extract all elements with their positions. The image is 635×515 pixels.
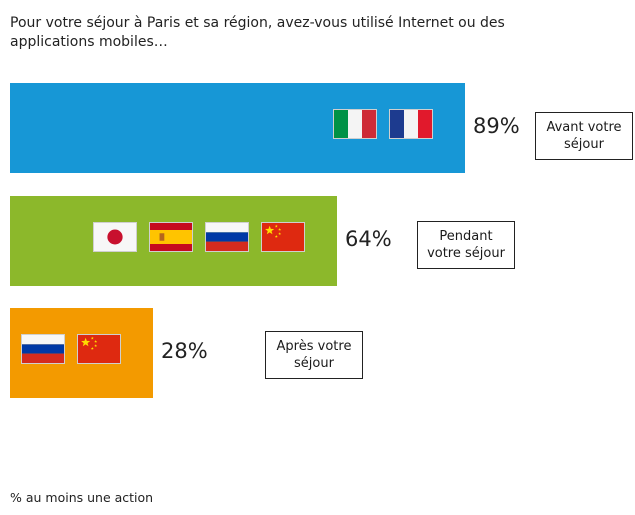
italy-flag-icon bbox=[333, 109, 377, 139]
chart-title: Pour votre séjour à Paris et sa région, … bbox=[10, 15, 505, 50]
japan-flag-icon bbox=[93, 222, 137, 252]
data-label: 64% bbox=[345, 227, 392, 251]
france-flag-icon bbox=[389, 109, 433, 139]
china-flag-icon bbox=[77, 334, 121, 364]
category-label: Après votre séjour bbox=[265, 331, 363, 379]
data-label: 28% bbox=[161, 339, 208, 363]
spain-flag-icon bbox=[149, 222, 193, 252]
russia-flag-icon bbox=[21, 334, 65, 364]
russia-flag-icon bbox=[205, 222, 249, 252]
category-label: Avant votre séjour bbox=[535, 112, 633, 160]
category-label: Pendant votre séjour bbox=[417, 221, 515, 269]
chart-footnote: % au moins une action bbox=[10, 490, 154, 505]
china-flag-icon bbox=[261, 222, 305, 252]
data-label: 89% bbox=[473, 114, 520, 138]
